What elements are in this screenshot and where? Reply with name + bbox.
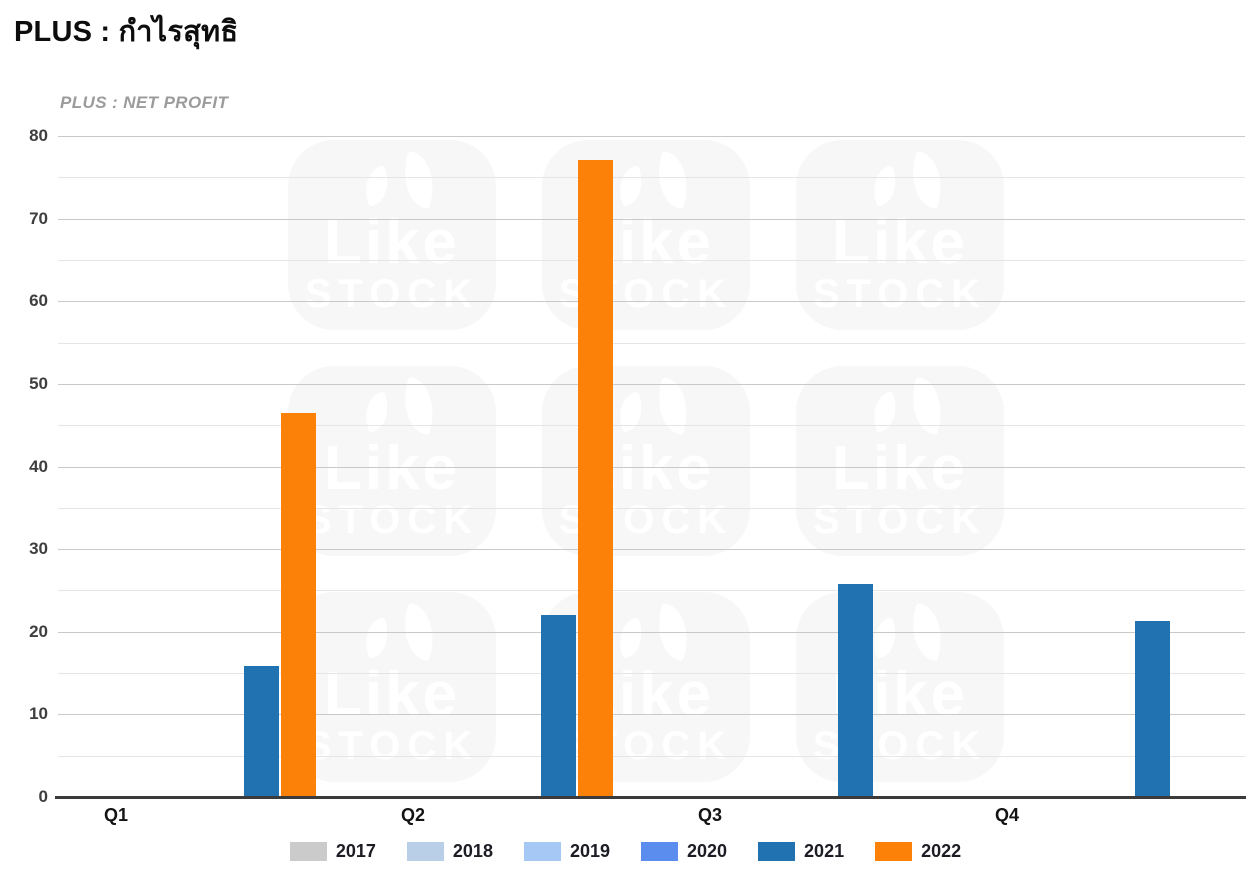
legend-swatch-2021: [758, 842, 796, 861]
minor-gridline: [58, 508, 1245, 509]
watermark-text-line1: Like: [831, 434, 969, 503]
legend-swatch-2017: [289, 842, 327, 861]
legend-swatch-2022: [875, 842, 913, 861]
legend-swatch-2019: [523, 842, 561, 861]
minor-gridline: [58, 177, 1245, 178]
bar-2021-Q2: [541, 615, 576, 797]
x-axis-line: [55, 796, 1246, 799]
legend-item-2020[interactable]: 2020: [641, 841, 727, 862]
major-gridline: [58, 714, 1245, 715]
watermark-text-line2: STOCK: [304, 272, 480, 316]
leaf-icon: [612, 376, 702, 436]
minor-gridline: [58, 590, 1245, 591]
leaf-icon: [866, 150, 956, 210]
minor-gridline: [58, 260, 1245, 261]
watermark-logo: Like STOCK: [796, 140, 1004, 330]
legend-item-2017[interactable]: 2017: [289, 841, 376, 862]
leaf-icon: [358, 376, 448, 436]
watermark-text-line1: Like: [323, 208, 461, 277]
y-axis-tick-label: 60: [29, 291, 48, 310]
page-title: PLUS : กำไรสุทธิ: [14, 16, 239, 48]
x-axis-label-Q2: Q2: [400, 805, 425, 825]
legend-item-2018[interactable]: 2018: [406, 841, 493, 862]
y-axis-tick-label: 30: [29, 539, 48, 558]
y-axis-tick-label: 70: [29, 209, 48, 228]
legend-label: 2021: [804, 841, 845, 861]
bar-2021-Q4: [1135, 621, 1170, 797]
legend-swatch-2018: [406, 842, 444, 861]
minor-gridline: [58, 673, 1245, 674]
y-axis-tick-label: 10: [29, 704, 48, 723]
legend-label: 2019: [569, 841, 610, 861]
watermark-logo: Like STOCK: [796, 366, 1004, 556]
watermark-text-line1: Like: [831, 208, 969, 277]
leaf-icon: [866, 602, 956, 662]
watermark-text-line1: Like: [323, 434, 461, 503]
bar-2021-Q1: [244, 666, 279, 797]
leaf-icon: [612, 150, 702, 210]
major-gridline: [58, 549, 1245, 550]
x-axis-label-Q3: Q3: [697, 805, 722, 825]
minor-gridline: [58, 343, 1245, 344]
legend-item-2021[interactable]: 2021: [758, 841, 844, 862]
y-axis-tick-label: 40: [29, 457, 48, 476]
leaf-icon: [612, 602, 702, 662]
major-gridline: [58, 136, 1245, 137]
legend-label: 2020: [687, 841, 728, 861]
watermark-logo: Like STOCK: [288, 592, 496, 782]
watermark-text-line2: STOCK: [812, 272, 988, 316]
major-gridline: [58, 219, 1245, 220]
major-gridline: [58, 301, 1245, 302]
minor-gridline: [58, 425, 1245, 426]
watermark-logo: Like STOCK: [288, 366, 496, 556]
y-axis-tick-label: 80: [29, 126, 48, 145]
watermark-logo: Like STOCK: [288, 140, 496, 330]
legend-swatch-2020: [641, 842, 678, 861]
watermark-text-line1: Like: [323, 660, 461, 729]
watermark-logo: Like STOCK: [796, 592, 1004, 782]
x-axis-label-Q1: Q1: [103, 805, 128, 825]
watermark-text-line2: STOCK: [304, 724, 480, 768]
x-axis-label-Q4: Q4: [994, 805, 1019, 825]
legend-label: 2017: [335, 841, 376, 861]
chart-legend: 2017 2018 2019 2020 2021 2022: [0, 841, 1251, 862]
legend-label: 2022: [921, 841, 962, 861]
y-axis-tick-label: 0: [38, 787, 48, 806]
y-axis-tick-label: 20: [29, 622, 48, 641]
major-gridline: [58, 632, 1245, 633]
leaf-icon: [358, 602, 448, 662]
leaf-icon: [358, 150, 448, 210]
bar-2021-Q3: [838, 584, 873, 797]
minor-gridline: [58, 756, 1245, 757]
major-gridline: [58, 467, 1245, 468]
legend-label: 2018: [452, 841, 493, 861]
legend-item-2019[interactable]: 2019: [523, 841, 610, 862]
major-gridline: [58, 384, 1245, 385]
legend-item-2022[interactable]: 2022: [875, 841, 961, 862]
chart-subtitle: PLUS : NET PROFIT: [60, 93, 229, 112]
leaf-icon: [866, 376, 956, 436]
bar-2022-Q1: [281, 413, 316, 797]
watermark-logo: Like STOCK: [542, 366, 750, 556]
watermark-text-line2: STOCK: [812, 498, 988, 542]
bar-2022-Q2: [578, 160, 613, 797]
y-axis-tick-label: 50: [29, 374, 48, 393]
watermark-text-line2: STOCK: [304, 498, 480, 542]
